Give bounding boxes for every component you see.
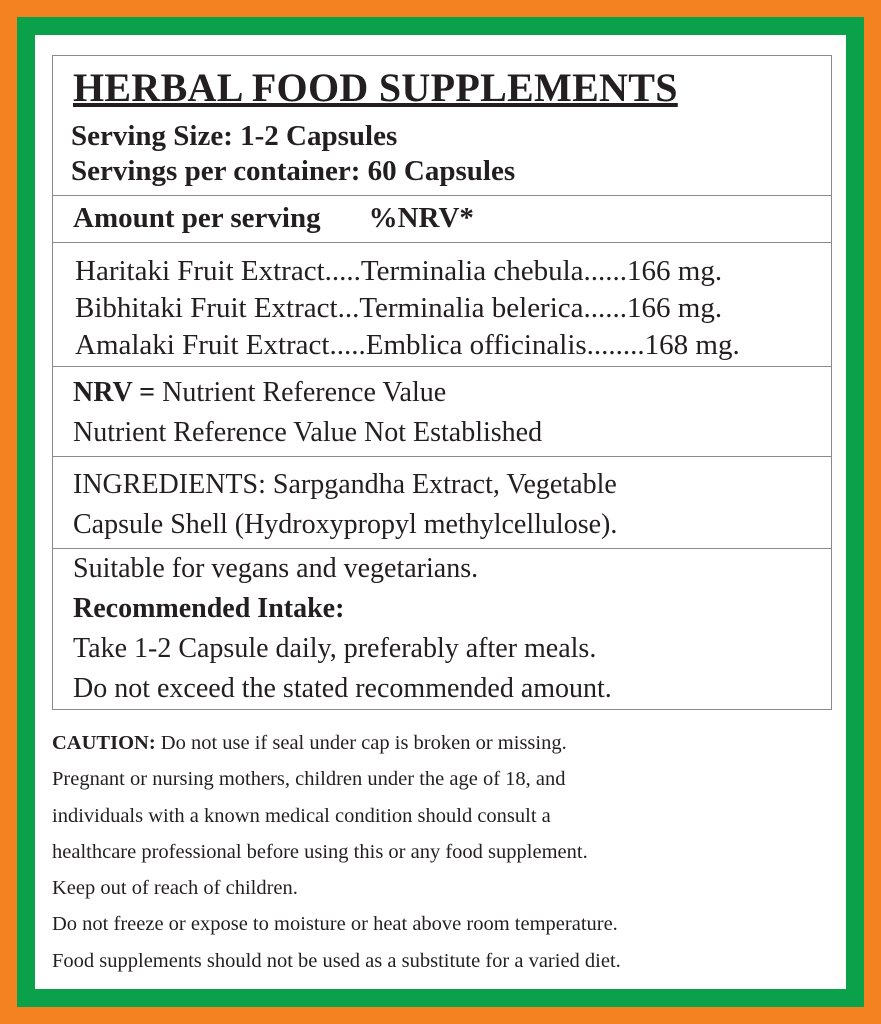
- servings-per-container: Servings per container: 60 Capsules: [71, 155, 516, 187]
- suitable-note: Suitable for vegans and vegetarians.: [73, 553, 479, 584]
- caution-line: healthcare professional before using thi…: [52, 840, 588, 863]
- ingredient-row: Amalaki Fruit Extract.....Emblica offici…: [75, 329, 740, 361]
- nrv-label: NRV =: [73, 377, 156, 408]
- nrv-column-header: %NRV*: [368, 202, 474, 234]
- caution-label: CAUTION:: [52, 732, 156, 754]
- supplement-facts-box: HERBAL FOOD SUPPLEMENTS Serving Size: 1-…: [52, 55, 832, 710]
- caution-section: CAUTION: Do not use if seal under cap is…: [52, 725, 621, 979]
- caution-line: Keep out of reach of children.: [52, 877, 298, 900]
- nrv-note: Nutrient Reference Value Not Established: [73, 417, 543, 448]
- amount-header-row: Amount per serving %NRV*: [53, 195, 831, 243]
- intake-line: Take 1-2 Capsule daily, preferably after…: [73, 633, 597, 664]
- label-background: [35, 35, 846, 989]
- ingredients-line: INGREDIENTS: Sarpgandha Extract, Vegetab…: [73, 469, 617, 500]
- label-title: HERBAL FOOD SUPPLEMENTS: [73, 65, 678, 110]
- intake-section: Suitable for vegans and vegetarians. Rec…: [53, 548, 831, 710]
- caution-line: Pregnant or nursing mothers, children un…: [52, 768, 566, 791]
- intake-heading: Recommended Intake:: [73, 593, 345, 624]
- nrv-section: NRV = Nutrient Reference Value Nutrient …: [53, 366, 831, 456]
- serving-size: Serving Size: 1-2 Capsules: [71, 120, 398, 152]
- intake-line: Do not exceed the stated recommended amo…: [73, 673, 612, 704]
- amount-per-serving: Amount per serving: [73, 202, 321, 234]
- caution-line: Food supplements should not be used as a…: [52, 949, 621, 972]
- nrv-definition: Nutrient Reference Value: [162, 377, 447, 408]
- ingredient-row: Bibhitaki Fruit Extract...Terminalia bel…: [75, 292, 723, 324]
- ingredient-amounts: Haritaki Fruit Extract.....Terminalia ch…: [53, 242, 831, 366]
- ingredients-line: Capsule Shell (Hydroxypropyl methylcellu…: [73, 509, 618, 540]
- ingredients-section: INGREDIENTS: Sarpgandha Extract, Vegetab…: [53, 456, 831, 548]
- caution-line: individuals with a known medical conditi…: [52, 804, 551, 827]
- caution-line: Do not freeze or expose to moisture or h…: [52, 913, 618, 936]
- ingredient-row: Haritaki Fruit Extract.....Terminalia ch…: [75, 255, 723, 287]
- caution-line: Do not use if seal under cap is broken o…: [155, 732, 567, 754]
